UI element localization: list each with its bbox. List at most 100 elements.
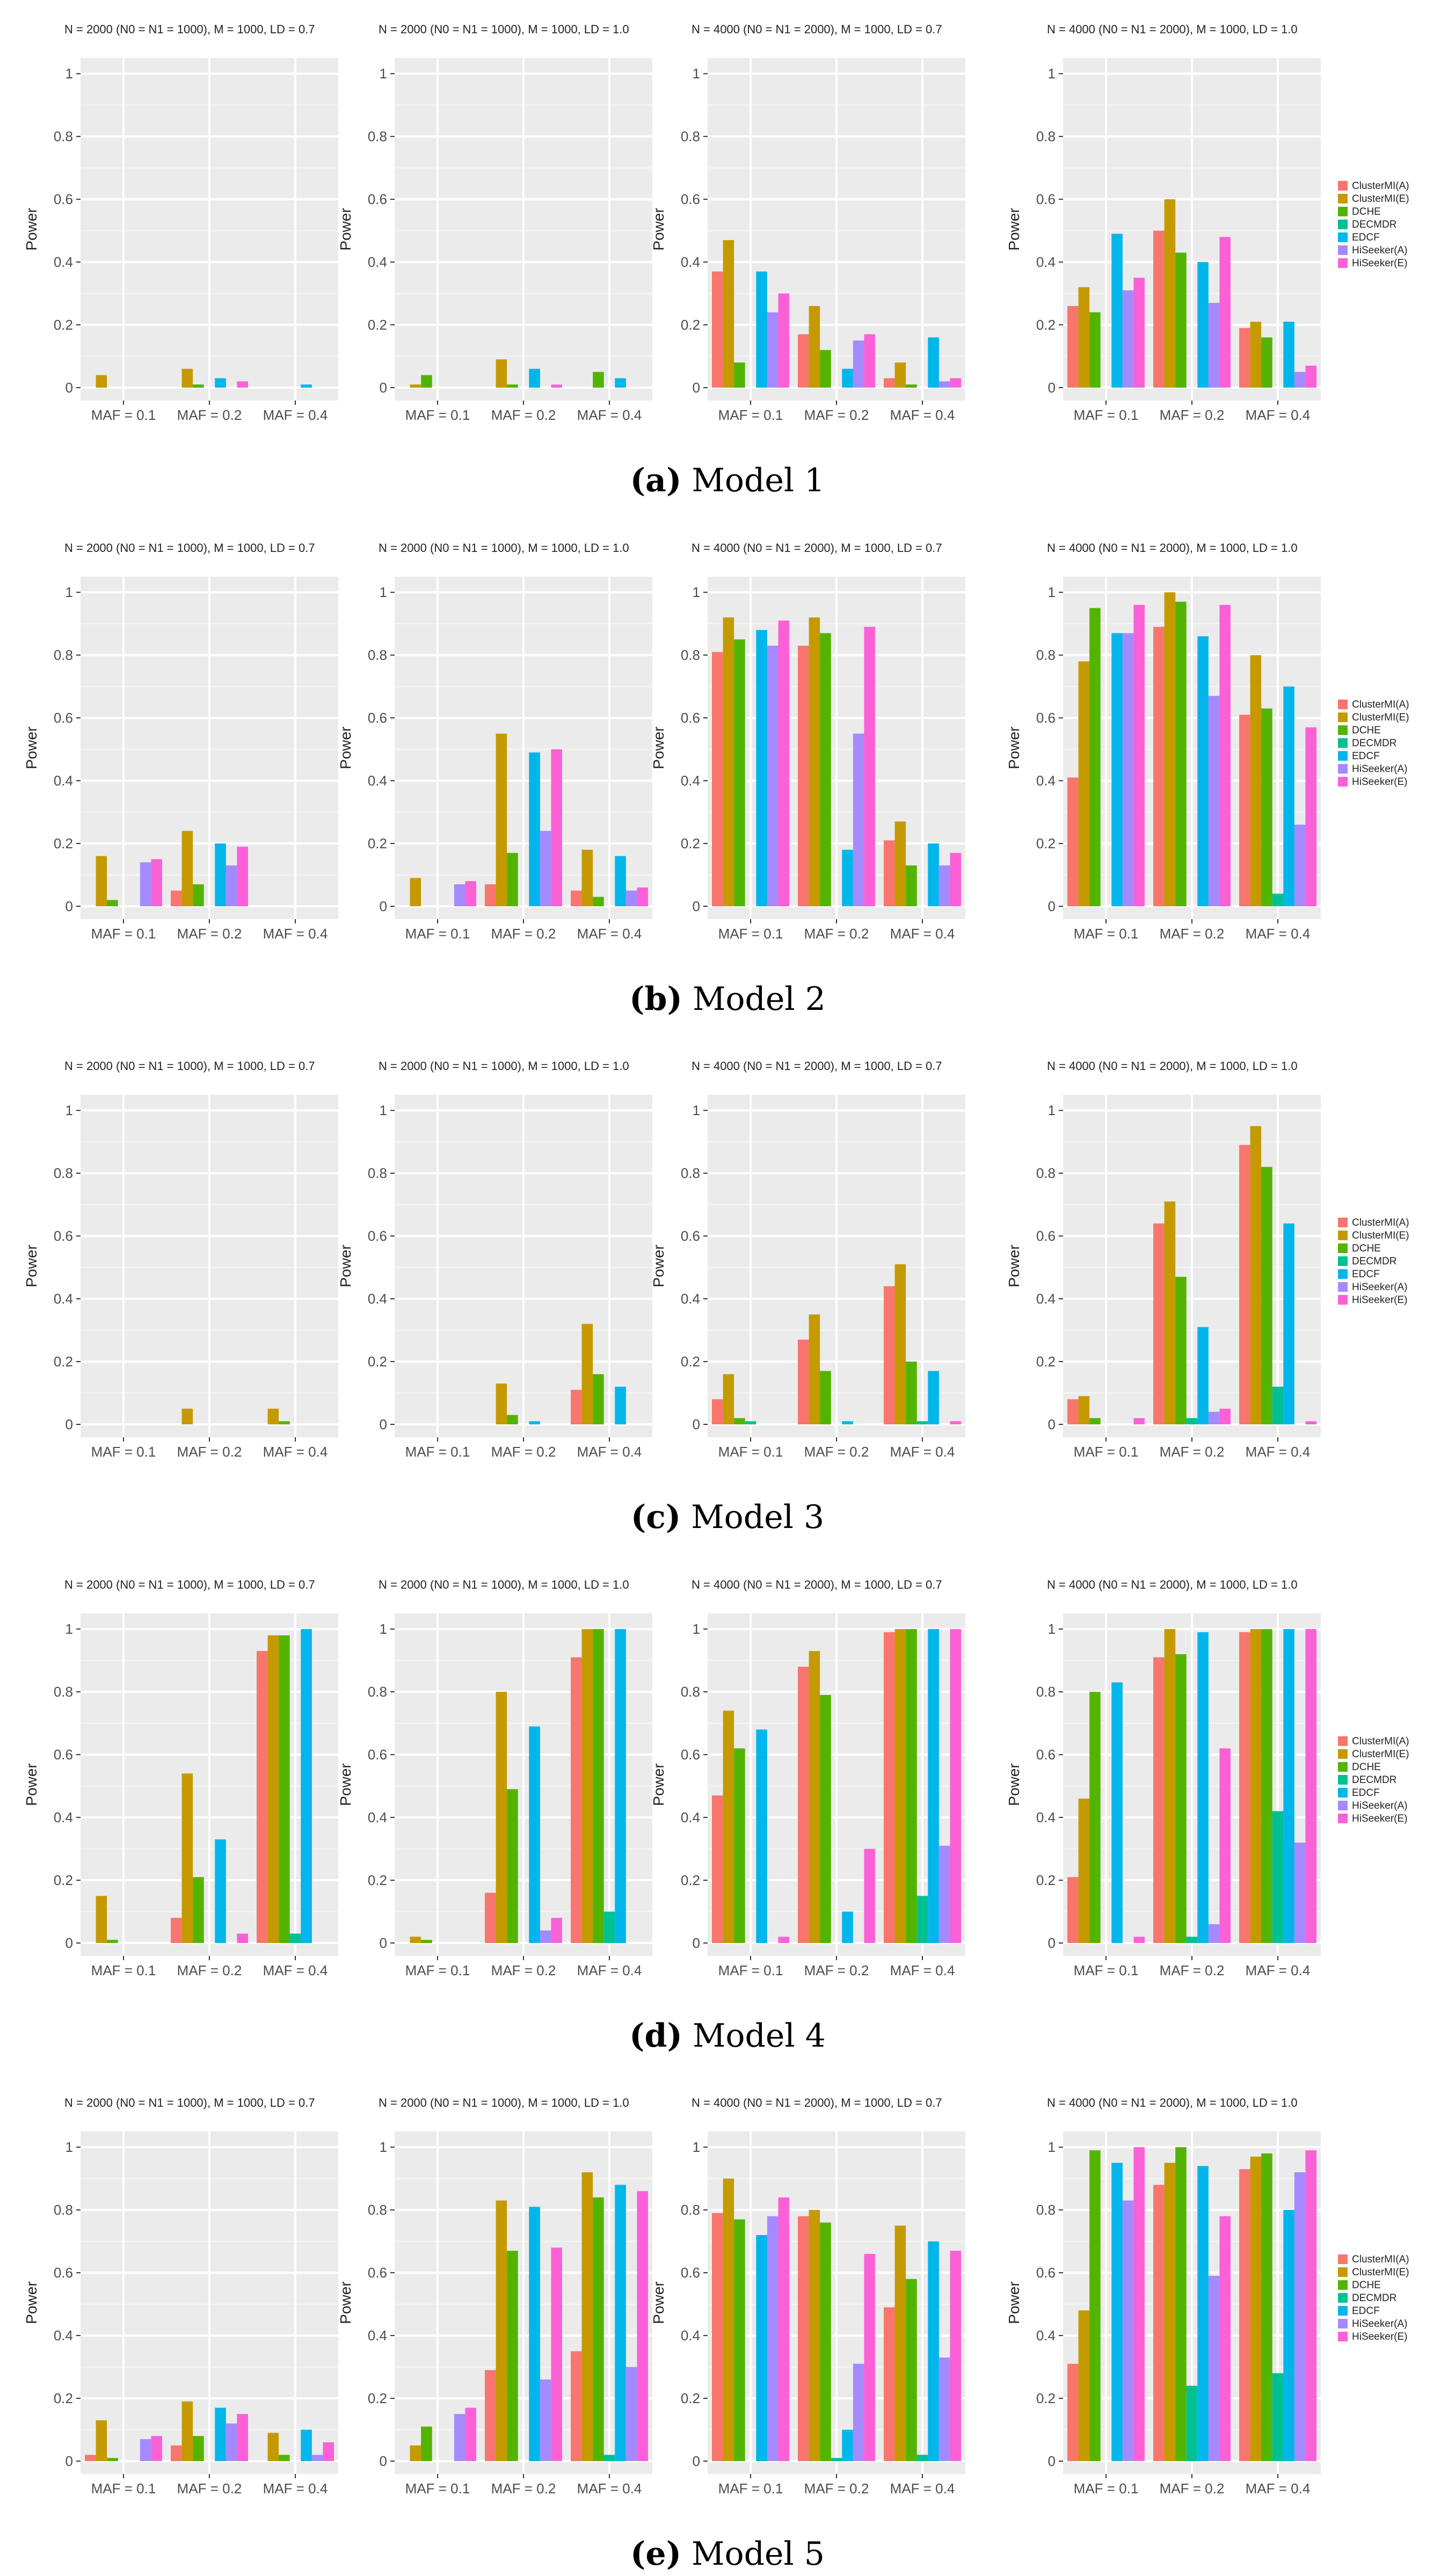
bar-clustermie bbox=[496, 359, 507, 388]
bar-hiseekera bbox=[853, 733, 864, 906]
x-tick-label: MAF = 0.1 bbox=[405, 1962, 470, 1978]
x-tick-label: MAF = 0.1 bbox=[405, 1444, 470, 1460]
bar-edcf bbox=[842, 2429, 853, 2461]
legend-label: DECMDR bbox=[1352, 1774, 1396, 1786]
bar-hiseekere bbox=[1305, 727, 1316, 906]
bar-clustermia bbox=[571, 2351, 582, 2461]
x-tick-label: MAF = 0.1 bbox=[718, 1962, 783, 1978]
y-tick-label: 0.4 bbox=[368, 254, 387, 270]
bar-clustermie bbox=[410, 2445, 421, 2461]
y-tick-label: 1 bbox=[66, 1102, 73, 1118]
chart-panel: N = 4000 (N0 = N1 = 2000), M = 1000, LD … bbox=[650, 23, 965, 423]
bar-clustermia bbox=[1153, 1657, 1165, 1943]
bar-hiseekera bbox=[767, 645, 779, 906]
bar-clustermia bbox=[485, 1893, 496, 1943]
legend-label: DECMDR bbox=[1352, 219, 1396, 230]
bar-dche bbox=[279, 1421, 290, 1424]
bar-clustermia bbox=[884, 840, 895, 906]
bar-dche bbox=[1089, 1692, 1101, 1943]
legend-label: ClusterMI(A) bbox=[1352, 699, 1409, 710]
bar-clustermia bbox=[1067, 1399, 1079, 1424]
bar-clustermie bbox=[267, 2433, 279, 2461]
bar-hiseekere bbox=[237, 1933, 248, 1943]
bar-clustermia bbox=[85, 2455, 96, 2461]
bar-clustermia bbox=[884, 1286, 895, 1424]
bar-hiseekere bbox=[151, 2436, 162, 2461]
x-tick-label: MAF = 0.4 bbox=[263, 1444, 328, 1460]
bar-decmdr bbox=[1186, 1418, 1198, 1424]
y-tick-label: 0.8 bbox=[368, 1165, 387, 1181]
x-tick-label: MAF = 0.1 bbox=[405, 2480, 470, 2497]
y-axis-label: Power bbox=[23, 208, 40, 250]
legend-label: HiSeeker(E) bbox=[1352, 776, 1407, 788]
bar-hiseekera bbox=[540, 1930, 551, 1943]
y-tick-label: 0.8 bbox=[54, 1684, 73, 1700]
y-tick-label: 0.4 bbox=[54, 2327, 73, 2344]
bar-edcf bbox=[1111, 234, 1123, 388]
bar-decmdr bbox=[603, 1911, 615, 1943]
bar-clustermia bbox=[884, 1632, 895, 1943]
legend-label: EDCF bbox=[1352, 751, 1380, 762]
panel-title: N = 2000 (N0 = N1 = 1000), M = 1000, LD … bbox=[64, 1578, 315, 1591]
bar-decmdr bbox=[1186, 1937, 1198, 1943]
y-tick-label: 0.6 bbox=[368, 2265, 387, 2281]
bar-dche bbox=[107, 900, 118, 906]
bar-clustermie bbox=[96, 375, 107, 388]
bar-edcf bbox=[1197, 1632, 1209, 1943]
bar-hiseekera bbox=[1294, 824, 1306, 906]
y-tick-label: 0.2 bbox=[1036, 1354, 1056, 1370]
y-tick-label: 0.6 bbox=[681, 1228, 700, 1244]
bar-hiseekere bbox=[551, 749, 562, 906]
legend-label: HiSeeker(E) bbox=[1352, 2331, 1407, 2342]
legend-label: HiSeeker(E) bbox=[1352, 258, 1407, 269]
bar-decmdr bbox=[603, 2455, 615, 2461]
y-tick-label: 0.8 bbox=[681, 647, 700, 663]
bar-hiseekera bbox=[767, 2216, 779, 2461]
y-tick-label: 0.6 bbox=[681, 710, 700, 726]
x-tick-label: MAF = 0.1 bbox=[718, 1444, 783, 1460]
bar-clustermia bbox=[571, 1657, 582, 1943]
bar-dche bbox=[507, 853, 518, 906]
bar-edcf bbox=[928, 1371, 939, 1424]
bar-hiseekera bbox=[1208, 1924, 1220, 1943]
legend-label: ClusterMI(A) bbox=[1352, 2254, 1409, 2265]
y-axis-label: Power bbox=[337, 1245, 354, 1287]
y-tick-label: 0.6 bbox=[54, 710, 73, 726]
bar-edcf bbox=[842, 368, 853, 388]
bar-clustermie bbox=[1164, 592, 1176, 906]
panel-title: N = 4000 (N0 = N1 = 2000), M = 1000, LD … bbox=[1047, 541, 1298, 555]
legend-swatch bbox=[1338, 1814, 1348, 1823]
bar-clustermia bbox=[798, 334, 809, 388]
bar-dche bbox=[279, 2455, 290, 2461]
x-tick-label: MAF = 0.4 bbox=[263, 1962, 328, 1978]
x-tick-label: MAF = 0.1 bbox=[91, 407, 156, 423]
bar-clustermia bbox=[1239, 715, 1250, 906]
y-tick-label: 0 bbox=[693, 898, 700, 914]
x-tick-label: MAF = 0.4 bbox=[1246, 1962, 1311, 1978]
bar-clustermie bbox=[96, 2420, 107, 2461]
bar-clustermie bbox=[181, 2401, 193, 2461]
bar-dche bbox=[1261, 2153, 1272, 2461]
chart-panel: N = 4000 (N0 = N1 = 2000), M = 1000, LD … bbox=[1006, 541, 1409, 942]
bar-hiseekera bbox=[1208, 696, 1220, 906]
y-tick-label: 1 bbox=[693, 1621, 700, 1637]
bar-edcf bbox=[928, 2241, 939, 2461]
chart-panel: N = 2000 (N0 = N1 = 1000), M = 1000, LD … bbox=[337, 1059, 652, 1460]
y-tick-label: 0.8 bbox=[54, 128, 73, 144]
bar-dche bbox=[1261, 1167, 1272, 1424]
bar-clustermia bbox=[1239, 1632, 1250, 1943]
bar-hiseekere bbox=[950, 378, 961, 388]
x-tick-label: MAF = 0.4 bbox=[577, 2480, 642, 2497]
bar-clustermie bbox=[723, 2178, 734, 2461]
y-tick-label: 1 bbox=[380, 1621, 387, 1637]
bar-dche bbox=[820, 350, 831, 388]
chart-panel: N = 2000 (N0 = N1 = 1000), M = 1000, LD … bbox=[23, 2096, 338, 2497]
x-tick-label: MAF = 0.2 bbox=[491, 2480, 556, 2497]
bar-decmdr bbox=[1272, 1811, 1284, 1943]
y-tick-label: 0.8 bbox=[54, 1165, 73, 1181]
y-tick-label: 0.8 bbox=[368, 647, 387, 663]
x-tick-label: MAF = 0.1 bbox=[1074, 1444, 1139, 1460]
y-axis-label: Power bbox=[337, 208, 354, 250]
panel-title: N = 2000 (N0 = N1 = 1000), M = 1000, LD … bbox=[64, 23, 315, 36]
